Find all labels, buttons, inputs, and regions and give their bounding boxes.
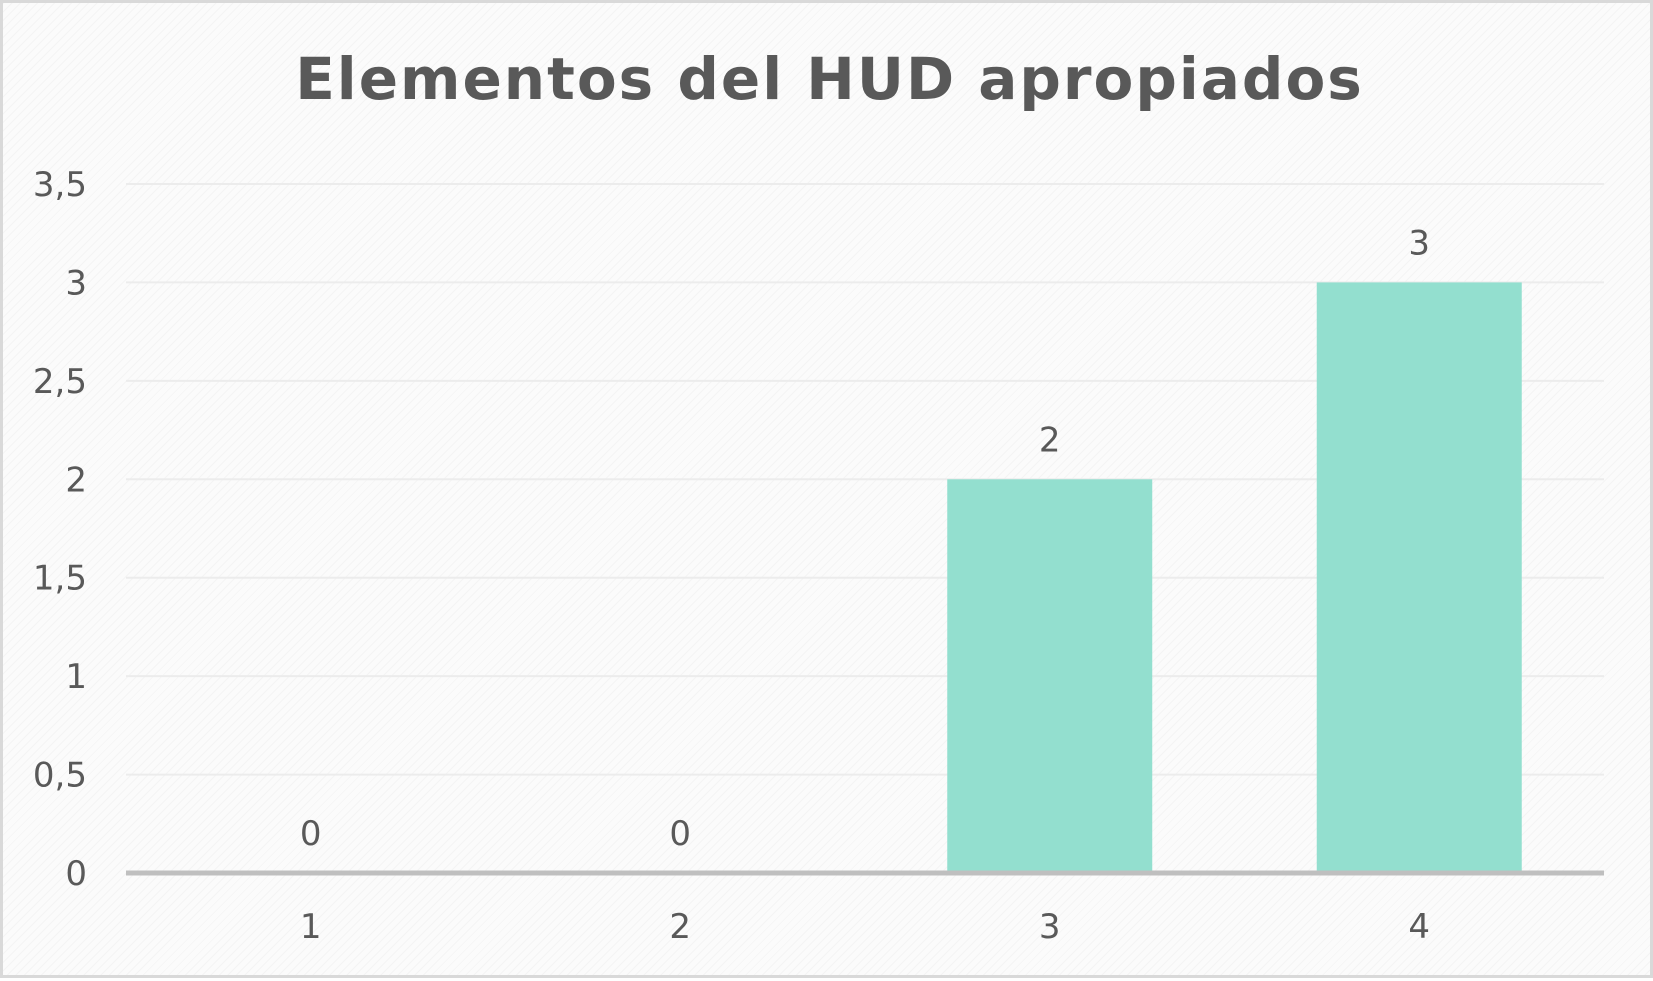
y-axis-labels: 0 0,5 1 1,5 2 2,5 3 3,5 (33, 165, 87, 894)
data-label: 2 (1039, 420, 1061, 460)
x-tick-label: 1 (300, 907, 322, 947)
x-tick-label: 2 (669, 907, 691, 947)
y-tick-label: 3 (65, 263, 87, 303)
x-axis-labels: 1 2 3 4 (300, 907, 1430, 947)
y-tick-label: 2 (65, 460, 87, 500)
data-label: 3 (1408, 223, 1430, 263)
data-label: 0 (669, 814, 691, 854)
chart-plot: 0 0,5 1 1,5 2 2,5 3 3,5 0 0 2 3 1 2 3 4 (33, 165, 1604, 947)
y-tick-label: 3,5 (33, 165, 87, 205)
data-label: 0 (300, 814, 322, 854)
y-tick-label: 0 (65, 854, 87, 894)
x-tick-label: 4 (1408, 907, 1430, 947)
x-tick-label: 3 (1039, 907, 1061, 947)
bar (1316, 282, 1522, 873)
y-tick-label: 2,5 (33, 362, 87, 402)
y-tick-label: 1 (65, 657, 87, 697)
y-tick-label: 0,5 (33, 756, 87, 796)
chart-title: Elementos del HUD apropiados (295, 45, 1364, 113)
bars (947, 282, 1522, 873)
data-labels: 0 0 2 3 (300, 223, 1430, 854)
y-tick-label: 1,5 (33, 559, 87, 599)
bar (947, 479, 1153, 873)
